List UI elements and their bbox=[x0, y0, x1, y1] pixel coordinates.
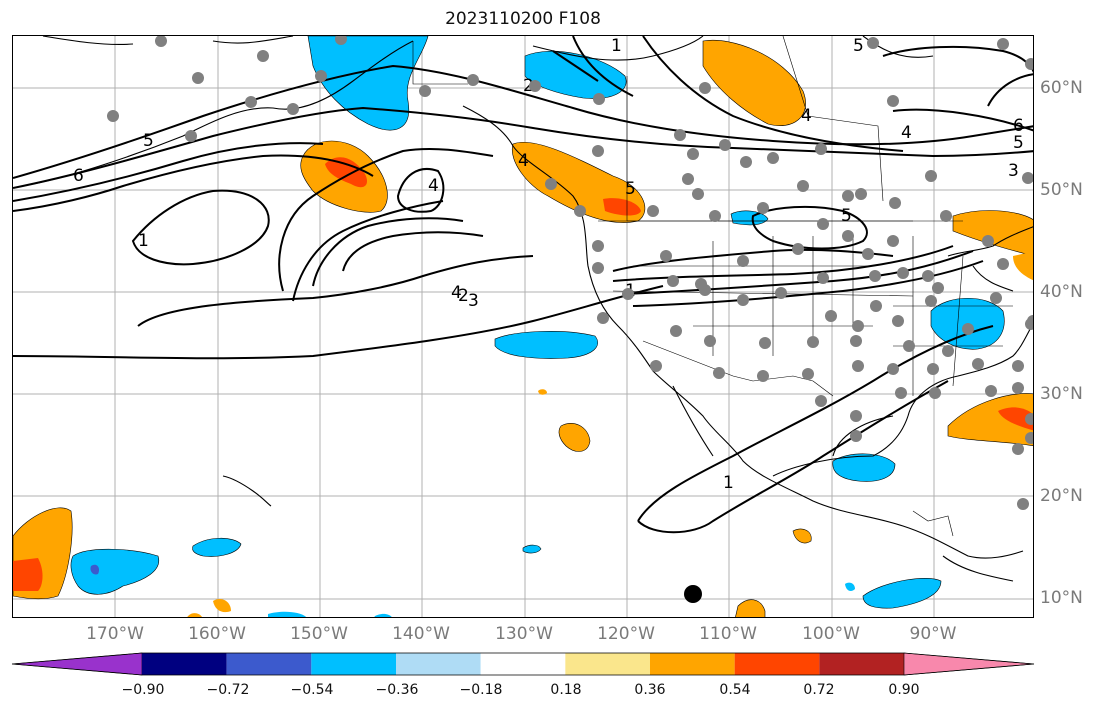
center-marker bbox=[684, 585, 702, 603]
contour-label: 1 bbox=[611, 36, 622, 56]
colorbar-tick-label: 0.36 bbox=[634, 682, 666, 698]
lon-label: 90°W bbox=[909, 624, 957, 644]
contour-label: 4 bbox=[451, 283, 462, 303]
colorbar-segment bbox=[396, 653, 481, 675]
colorbar-tick-label: 0.54 bbox=[719, 682, 751, 698]
colorbar-tick-label: −0.18 bbox=[459, 682, 503, 698]
contour-label: 5 bbox=[1013, 133, 1024, 153]
lat-label: 40°N bbox=[1040, 282, 1083, 302]
lat-label: 30°N bbox=[1040, 384, 1083, 404]
colorbar-tick-label: −0.36 bbox=[375, 682, 419, 698]
colorbar-segment bbox=[734, 653, 820, 675]
coastlines bbox=[32, 36, 1033, 582]
contour-label: 4 bbox=[801, 106, 812, 126]
contour-label: 5 bbox=[143, 131, 154, 151]
lon-label: 100°W bbox=[802, 624, 860, 644]
map-panel: 1 2 3 4 4 5 6 2 1 1 5 5 4 4 5 6 5 3 1 4 bbox=[12, 35, 1034, 618]
lon-label: 130°W bbox=[495, 624, 553, 644]
contour-label-group: 1 2 3 4 4 5 6 2 1 1 5 5 4 4 5 6 5 3 1 4 bbox=[73, 36, 1024, 493]
station-dots bbox=[107, 36, 1033, 510]
positive-anomaly-fill bbox=[13, 39, 1033, 617]
contour-label: 4 bbox=[901, 123, 912, 143]
lon-label: 140°W bbox=[392, 624, 450, 644]
colorbar bbox=[11, 652, 1035, 676]
colorbar-tick-label: 0.72 bbox=[803, 682, 835, 698]
lon-label: 120°W bbox=[597, 624, 655, 644]
lon-label: 160°W bbox=[188, 624, 246, 644]
colorbar-segment bbox=[565, 653, 650, 675]
lat-label: 10°N bbox=[1040, 588, 1083, 608]
lat-label: 60°N bbox=[1040, 78, 1083, 98]
contour-label: 1 bbox=[138, 231, 149, 251]
lon-label: 170°W bbox=[86, 624, 144, 644]
colorbar-tick-label: −0.72 bbox=[206, 682, 250, 698]
contour-label: 4 bbox=[518, 151, 529, 171]
graticule bbox=[13, 36, 1033, 617]
borders bbox=[412, 36, 1013, 537]
colorbar-extend-high bbox=[903, 652, 1035, 676]
colorbar-tick-label: −0.54 bbox=[290, 682, 334, 698]
contour-label: 3 bbox=[468, 291, 479, 311]
contour-label: 6 bbox=[1013, 116, 1024, 136]
contour-label: 2 bbox=[458, 286, 469, 306]
contour-label: 3 bbox=[1008, 161, 1019, 181]
lat-label: 50°N bbox=[1040, 180, 1083, 200]
colorbar-tick-label: 0.90 bbox=[888, 682, 920, 698]
colorbar-segment bbox=[226, 653, 312, 675]
negative-anomaly-fill bbox=[70, 36, 1005, 617]
colorbar-extend-low bbox=[11, 652, 143, 676]
map-title: 2023110200 F108 bbox=[445, 9, 601, 29]
lat-label: 20°N bbox=[1040, 486, 1083, 506]
colorbar-tick-label: −0.90 bbox=[121, 682, 165, 698]
colorbar-segment bbox=[142, 653, 227, 675]
colorbar-segment bbox=[311, 653, 396, 675]
contour-label: 6 bbox=[73, 166, 84, 186]
contour-label: 1 bbox=[723, 473, 734, 493]
lon-label: 150°W bbox=[290, 624, 348, 644]
contour-label: 4 bbox=[428, 176, 439, 196]
lon-label: 110°W bbox=[699, 624, 757, 644]
contour-label: 5 bbox=[853, 36, 864, 56]
colorbar-segment bbox=[650, 653, 735, 675]
contour-label: 5 bbox=[841, 206, 852, 226]
colorbar-segment bbox=[480, 653, 566, 675]
colorbar-tick-label: 0.18 bbox=[550, 682, 582, 698]
contour-label: 2 bbox=[523, 76, 534, 96]
map-canvas: 1 2 3 4 4 5 6 2 1 1 5 5 4 4 5 6 5 3 1 4 bbox=[13, 36, 1033, 617]
contour-lines bbox=[13, 36, 1033, 534]
contour-label: 5 bbox=[625, 179, 636, 199]
colorbar-segment bbox=[819, 653, 904, 675]
